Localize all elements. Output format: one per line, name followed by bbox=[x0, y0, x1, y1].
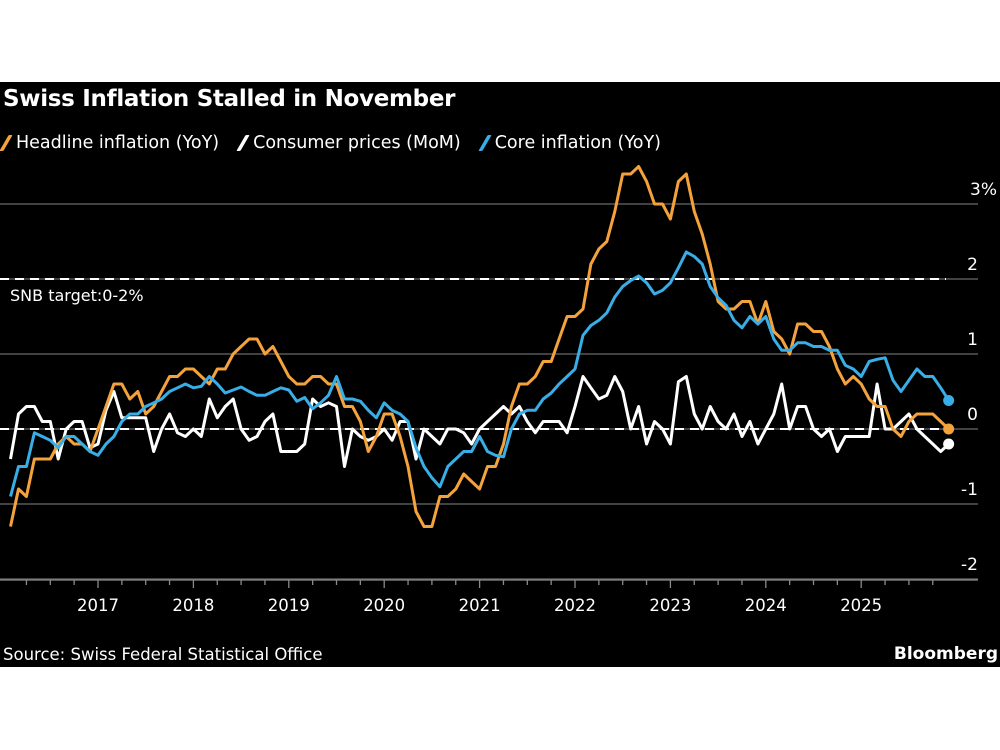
x-tick-label: 2025 bbox=[840, 596, 882, 615]
headline-inflation-line bbox=[9, 165, 950, 528]
x-tick-label: 2019 bbox=[268, 596, 310, 615]
y-tick-label: 0 bbox=[967, 405, 978, 425]
snb-target-label: SNB target:0-2% bbox=[10, 286, 144, 305]
x-tick-label: 2020 bbox=[363, 596, 405, 615]
chart-panel bbox=[0, 82, 1000, 667]
y-tick-label: 1 bbox=[967, 330, 978, 350]
core-inflation-end-marker bbox=[943, 395, 955, 406]
x-tick-label: 2018 bbox=[172, 596, 214, 615]
source-note: Source: Swiss Federal Statistical Office bbox=[3, 645, 323, 664]
x-tick-label: 2023 bbox=[649, 596, 691, 615]
consumer-prices-mom-line bbox=[9, 375, 950, 468]
x-tick-label: 2021 bbox=[459, 596, 501, 615]
legend-item-mom: Consumer prices (MoM) bbox=[236, 133, 461, 153]
x-tick-label: 2022 bbox=[554, 596, 596, 615]
core-inflation-line bbox=[9, 250, 950, 497]
legend-label-mom: Consumer prices (MoM) bbox=[253, 133, 461, 153]
legend-label-core: Core inflation (YoY) bbox=[494, 133, 661, 153]
legend-item-core: Core inflation (YoY) bbox=[478, 133, 661, 153]
y-tick-label: 2 bbox=[967, 255, 978, 275]
legend-label-headline: Headline inflation (YoY) bbox=[16, 133, 220, 153]
y-tick-label: -1 bbox=[961, 480, 978, 500]
bloomberg-logo: Bloomberg bbox=[893, 644, 998, 664]
y-tick-label: -2 bbox=[961, 555, 978, 575]
legend: Headline inflation (YoY) Consumer prices… bbox=[0, 133, 661, 153]
y-tick-label: 3% bbox=[970, 180, 997, 200]
headline-inflation-end-marker bbox=[943, 423, 955, 435]
chart-title: Swiss Inflation Stalled in November bbox=[3, 86, 456, 112]
legend-item-headline: Headline inflation (YoY) bbox=[0, 133, 220, 153]
consumer-prices-mom-end-marker bbox=[943, 438, 955, 450]
x-tick-label: 2024 bbox=[745, 596, 787, 615]
x-tick-label: 2017 bbox=[77, 596, 119, 615]
